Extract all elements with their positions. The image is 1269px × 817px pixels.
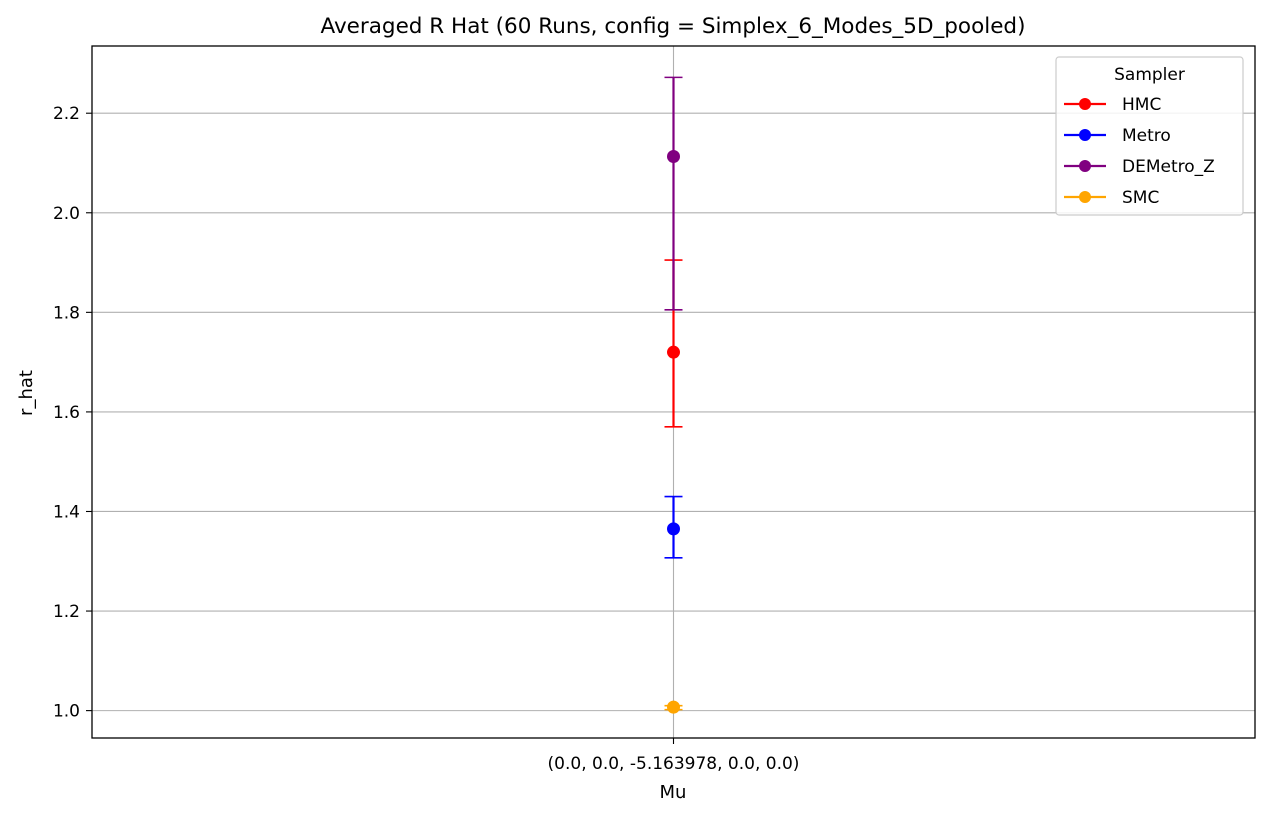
legend-title: Sampler [1114, 65, 1185, 85]
legend-box [1055, 56, 1244, 216]
y-tick-label: 1.8 [53, 303, 80, 323]
data-point [667, 522, 680, 536]
legend-entry-label: HMC [1122, 95, 1161, 115]
y-axis-label: r_hat [16, 370, 37, 416]
legend-swatch-marker [1079, 160, 1091, 172]
y-tick-label: 1.4 [53, 502, 80, 522]
legend-swatch-marker [1079, 191, 1091, 203]
x-tick-label: (0.0, 0.0, -5.163978, 0.0, 0.0) [548, 754, 800, 774]
y-tick-label: 1.0 [53, 702, 80, 722]
y-tick-label: 1.2 [53, 602, 80, 622]
legend-entry-label: Metro [1122, 126, 1171, 146]
x-axis-label: Mu [660, 782, 687, 803]
axes: 1.0 1.2 1.4 1.6 1.8 2.0 2.2 (0.0, 0.0, -5.16397… [53, 104, 799, 774]
legend-swatch-marker [1079, 129, 1091, 141]
y-tick-label: 1.6 [53, 403, 80, 423]
series-layer [664, 76, 683, 714]
y-tick-label: 2.2 [53, 104, 80, 124]
legend-entry-label: DEMetro_Z [1122, 157, 1215, 177]
chart-title: Averaged R Hat (60 Runs, config = Simple… [321, 14, 1026, 39]
legend-entry-label: SMC [1122, 188, 1159, 208]
legend-swatch-marker [1079, 98, 1091, 110]
data-point [667, 150, 680, 164]
data-point [667, 345, 680, 359]
data-point [667, 700, 680, 714]
y-tick-label: 2.0 [53, 204, 80, 224]
legend: Sampler HMC Metro DEMetro_Z SMC [1055, 56, 1244, 216]
